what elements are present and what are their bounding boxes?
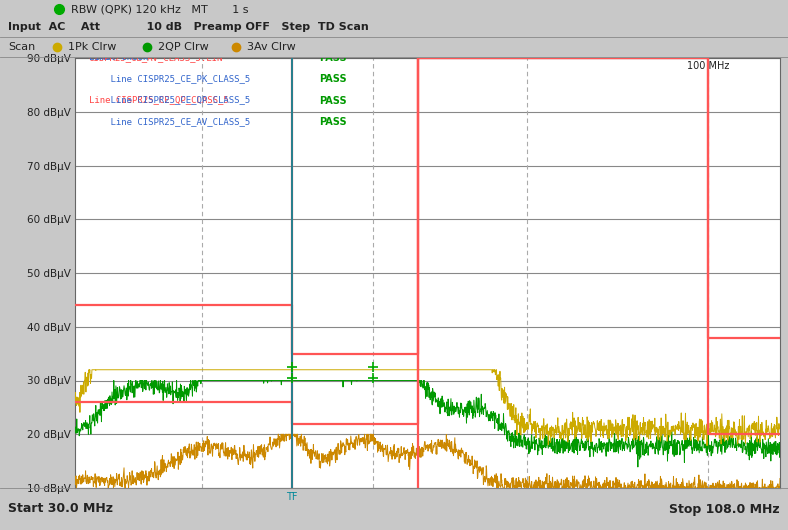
Text: Limit Check: Limit Check [88, 52, 147, 61]
Text: Line CISPR25_CE_PK_CLASS_5: Line CISPR25_CE_PK_CLASS_5 [88, 74, 250, 83]
Text: 100 MHz: 100 MHz [686, 61, 729, 70]
Text: Input  AC    Att            10 dB   Preamp OFF   Step  TD Scan: Input AC Att 10 dB Preamp OFF Step TD Sc… [8, 22, 369, 32]
Text: Line CISPR25_CE_QP_CLASS_5: Line CISPR25_CE_QP_CLASS_5 [88, 95, 229, 104]
Text: 3Av Clrw: 3Av Clrw [247, 42, 296, 52]
Text: CISPR25_CE_AV_CLASS_5.LIN: CISPR25_CE_AV_CLASS_5.LIN [88, 52, 223, 61]
Text: Scan: Scan [8, 42, 35, 52]
Text: PASS: PASS [319, 74, 347, 84]
Text: Line CISPR25_CE_QP_CLASS_5: Line CISPR25_CE_QP_CLASS_5 [88, 95, 250, 104]
Text: 2QP Clrw: 2QP Clrw [158, 42, 208, 52]
Text: TF: TF [286, 492, 298, 502]
Text: Stop 108.0 MHz: Stop 108.0 MHz [670, 502, 780, 516]
Text: Line CISPR25_CE_AV_CLASS_5: Line CISPR25_CE_AV_CLASS_5 [88, 117, 250, 126]
Text: PASS: PASS [319, 95, 347, 105]
Text: 1Pk Clrw: 1Pk Clrw [68, 42, 116, 52]
Text: PASS: PASS [319, 52, 347, 63]
Text: RBW (QPK) 120 kHz   MT       1 s: RBW (QPK) 120 kHz MT 1 s [71, 4, 248, 14]
Text: PASS: PASS [319, 117, 347, 127]
Text: Start 30.0 MHz: Start 30.0 MHz [8, 502, 113, 516]
